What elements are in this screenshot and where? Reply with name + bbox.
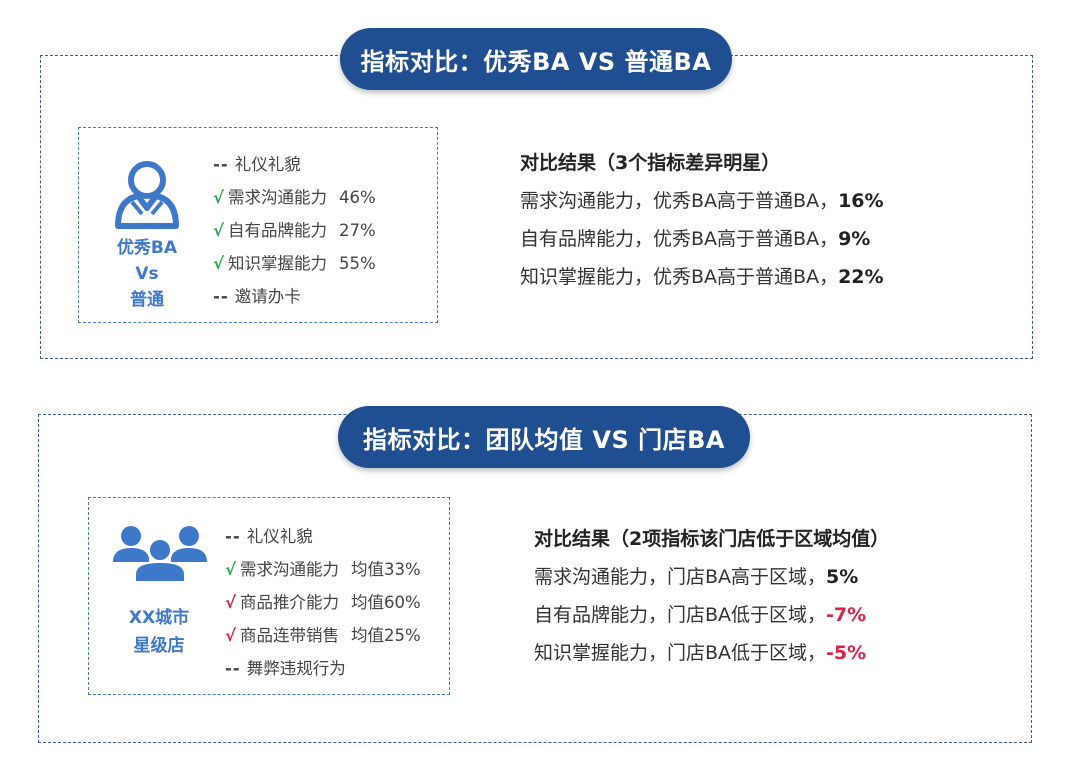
- check-icon: √: [213, 254, 225, 273]
- section-header-team-vs-store: 指标对比：团队均值 VS 门店BA: [338, 406, 750, 468]
- metric-label: 知识掌握能力: [228, 254, 328, 273]
- metric-value: 均值25%: [351, 626, 421, 645]
- dash-marker: --: [213, 155, 229, 174]
- check-icon: √: [225, 560, 237, 579]
- check-icon: √: [225, 626, 237, 645]
- list-item: √ 商品连带销售 均值25%: [225, 619, 421, 652]
- person-icon: [112, 158, 182, 230]
- result-value: 5%: [826, 566, 859, 588]
- metric-value: 均值33%: [351, 560, 421, 579]
- metric-label: 邀请办卡: [234, 287, 301, 306]
- result-block-team-vs-store: 对比结果（2项指标该门店低于区域均值） 需求沟通能力，门店BA高于区域，5% 自…: [534, 520, 889, 672]
- metric-label: 需求沟通能力: [228, 188, 328, 207]
- list-item: √ 商品推介能力 均值60%: [225, 586, 421, 619]
- metric-label: 舞弊违规行为: [246, 659, 346, 678]
- label-line: 普通: [130, 290, 164, 310]
- metric-label: 需求沟通能力: [240, 560, 340, 579]
- result-text: 知识掌握能力，门店BA低于区域，: [534, 642, 827, 664]
- metric-list: -- 礼仪礼貌 √ 需求沟通能力 均值33% √ 商品推介能力 均值60% √ 商品连带销售…: [225, 520, 421, 685]
- list-item: -- 舞弊违规行为: [225, 652, 421, 685]
- result-value-negative: -7%: [826, 604, 867, 626]
- list-item: √ 需求沟通能力 46%: [213, 181, 376, 214]
- metric-label: 商品连带销售: [240, 626, 340, 645]
- metrics-card-team-vs-store: XX城市 星级店 -- 礼仪礼貌 √ 需求沟通能力 均值33% √ 商品推介能力 均值60…: [88, 497, 450, 695]
- metric-label: 礼仪礼貌: [234, 155, 301, 174]
- result-text: 自有品牌能力，门店BA低于区域，: [534, 604, 827, 626]
- result-text: 需求沟通能力，优秀BA高于普通BA，: [520, 190, 839, 212]
- result-value: 9%: [838, 228, 871, 250]
- group-icon: [113, 522, 207, 583]
- result-block-excellent-vs-normal: 对比结果（3个指标差异明星） 需求沟通能力，优秀BA高于普通BA，16% 自有品…: [520, 144, 884, 296]
- result-line: 自有品牌能力，门店BA低于区域，-7%: [534, 596, 889, 634]
- metric-value: 46%: [339, 188, 376, 207]
- dash-marker: --: [225, 659, 241, 678]
- label-line: 优秀BA: [116, 238, 178, 258]
- metric-label: 礼仪礼貌: [246, 527, 313, 546]
- metric-value: 27%: [339, 221, 376, 240]
- metric-label: 自有品牌能力: [228, 221, 328, 240]
- list-item: √ 需求沟通能力 均值33%: [225, 553, 421, 586]
- metric-value: 均值60%: [351, 593, 421, 612]
- metric-list: -- 礼仪礼貌 √ 需求沟通能力 46% √ 自有品牌能力 27% √ 知识掌握能力 55% …: [213, 148, 376, 313]
- list-item: -- 礼仪礼貌: [225, 520, 421, 553]
- result-text: 自有品牌能力，优秀BA高于普通BA，: [520, 228, 839, 250]
- result-title: 对比结果（2项指标该门店低于区域均值）: [534, 528, 890, 550]
- store-label: XX城市 星级店: [109, 604, 209, 660]
- result-value: 16%: [838, 190, 884, 212]
- result-text: 知识掌握能力，优秀BA高于普通BA，: [520, 266, 839, 288]
- label-line: 星级店: [133, 636, 185, 656]
- result-line: 知识掌握能力，优秀BA高于普通BA，22%: [520, 258, 884, 296]
- result-line: 知识掌握能力，门店BA低于区域，-5%: [534, 634, 889, 672]
- result-line: 需求沟通能力，门店BA高于区域，5%: [534, 558, 889, 596]
- metric-value: 55%: [339, 254, 376, 273]
- list-item: √ 知识掌握能力 55%: [213, 247, 376, 280]
- dash-marker: --: [225, 527, 241, 546]
- check-icon: √: [213, 221, 225, 240]
- result-value-negative: -5%: [826, 642, 867, 664]
- section-header-excellent-vs-normal: 指标对比：优秀BA VS 普通BA: [340, 28, 732, 90]
- label-line: XX城市: [128, 608, 190, 628]
- check-icon: √: [225, 593, 237, 612]
- metric-label: 商品推介能力: [240, 593, 340, 612]
- check-icon: √: [213, 188, 225, 207]
- dash-marker: --: [213, 287, 229, 306]
- result-value: 22%: [838, 266, 884, 288]
- list-item: -- 邀请办卡: [213, 280, 376, 313]
- list-item: -- 礼仪礼貌: [213, 148, 376, 181]
- result-text: 需求沟通能力，门店BA高于区域，: [534, 566, 827, 588]
- result-line: 自有品牌能力，优秀BA高于普通BA，9%: [520, 220, 884, 258]
- list-item: √ 自有品牌能力 27%: [213, 214, 376, 247]
- result-title: 对比结果（3个指标差异明星）: [520, 152, 781, 174]
- group-label: 优秀BA Vs 普通: [97, 235, 197, 313]
- label-line: Vs: [135, 264, 159, 284]
- result-line: 需求沟通能力，优秀BA高于普通BA，16%: [520, 182, 884, 220]
- metrics-card-excellent-vs-normal: 优秀BA Vs 普通 -- 礼仪礼貌 √ 需求沟通能力 46% √ 自有品牌能力 27% …: [78, 127, 438, 323]
